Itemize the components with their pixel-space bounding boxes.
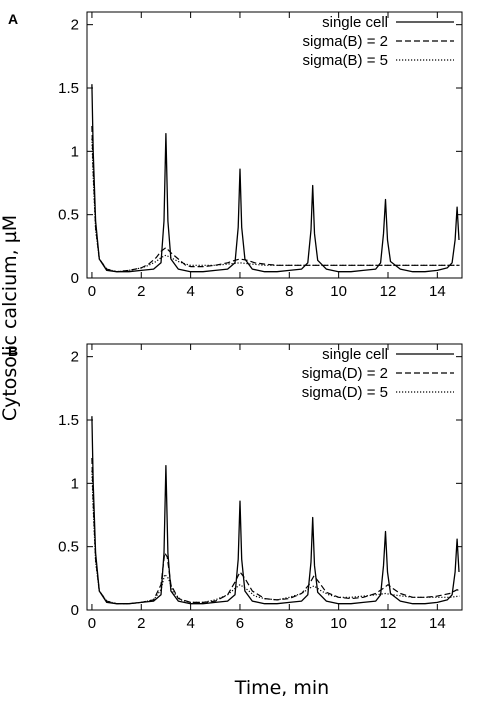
panel-b-x-tick-label: 8 — [285, 615, 293, 632]
panel-b-series-line-0 — [91, 416, 460, 605]
panel-a-x-tick-label: 6 — [236, 283, 244, 300]
panel-a-legend-label-2: sigma(B) = 5 — [303, 52, 388, 69]
panel-a-x-tick-label: 14 — [429, 283, 446, 300]
panel-a-x-tick-label: 4 — [186, 283, 194, 300]
panel-b-y-tick-label: 1.5 — [58, 412, 79, 429]
panel-b-x-tick-label: 4 — [186, 615, 194, 632]
panel-b-x-tick-label: 0 — [88, 615, 96, 632]
panel-a-y-tick-label: 1 — [71, 143, 79, 160]
panel-a-x-tick-label: 0 — [88, 283, 96, 300]
panel-b-series-line-1 — [91, 457, 460, 605]
panel-a-legend-label-0: single cell — [322, 14, 388, 31]
panel-b-legend-label-0: single cell — [322, 346, 388, 363]
panel-a-frame — [86, 11, 463, 279]
y-axis-title: Cytosolic calcium, µM — [0, 215, 21, 421]
panel-a-series-line-0 — [91, 84, 460, 273]
panel-b-x-tick-label: 6 — [236, 615, 244, 632]
panel-a-y-tick-label: 0.5 — [58, 207, 79, 224]
panel-b-legend-label-1: sigma(D) = 2 — [302, 365, 388, 382]
panel-a-x-tick-label: 8 — [285, 283, 293, 300]
panel-b-y-tick-label: 1 — [71, 475, 79, 492]
panel-b-x-tick-label: 10 — [330, 615, 347, 632]
panel-b-label: B — [8, 343, 18, 359]
panel-b-x-tick-label: 2 — [137, 615, 145, 632]
panel-b-x-tick-label: 14 — [429, 615, 446, 632]
panel-a-label: A — [8, 11, 18, 27]
panel-b-legend-label-2: sigma(D) = 5 — [302, 384, 388, 401]
panel-a-legend-label-1: sigma(B) = 2 — [303, 33, 388, 50]
panel-b-x-tick-label: 12 — [380, 615, 397, 632]
panel-a-x-tick-label: 2 — [137, 283, 145, 300]
panel-b-y-tick-label: 2 — [71, 349, 79, 366]
panel-a-series-line-1 — [91, 125, 460, 273]
panel-a-x-tick-label: 12 — [380, 283, 397, 300]
panel-a-y-tick-label: 0 — [71, 270, 79, 287]
panel-b-frame — [86, 343, 463, 611]
panel-a-y-tick-label: 1.5 — [58, 80, 79, 97]
panel-b-series-line-2 — [91, 470, 460, 605]
panel-a-y-tick-label: 2 — [71, 17, 79, 34]
panel-a-x-tick-label: 10 — [330, 283, 347, 300]
panel-b-y-tick-label: 0.5 — [58, 539, 79, 556]
panel-a-series-line-2 — [91, 138, 460, 273]
x-axis-title: Time, min — [234, 677, 329, 699]
panel-b-y-tick-label: 0 — [71, 602, 79, 619]
